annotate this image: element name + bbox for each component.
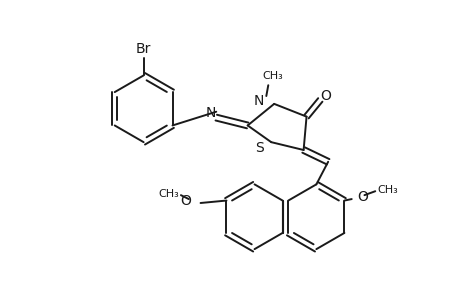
Text: CH₃: CH₃ xyxy=(376,185,397,195)
Text: CH₃: CH₃ xyxy=(158,189,179,199)
Text: CH₃: CH₃ xyxy=(262,71,283,81)
Text: O: O xyxy=(179,194,190,208)
Text: S: S xyxy=(254,141,263,155)
Text: O: O xyxy=(357,190,368,204)
Text: O: O xyxy=(320,89,331,103)
Text: Br: Br xyxy=(136,42,151,56)
Text: N: N xyxy=(205,106,215,120)
Text: N: N xyxy=(253,94,264,108)
